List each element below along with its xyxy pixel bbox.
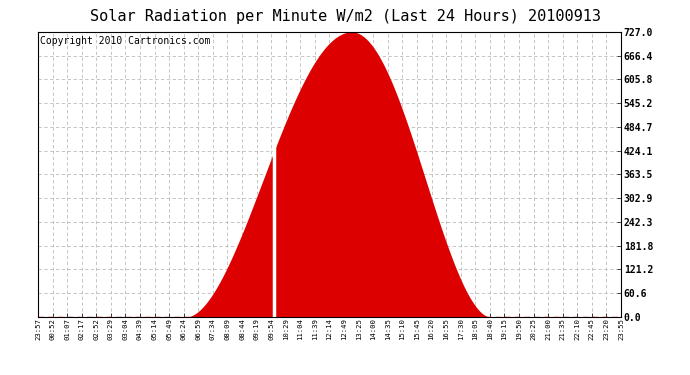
Text: Copyright 2010 Cartronics.com: Copyright 2010 Cartronics.com [40, 36, 210, 46]
Text: Solar Radiation per Minute W/m2 (Last 24 Hours) 20100913: Solar Radiation per Minute W/m2 (Last 24… [90, 9, 600, 24]
